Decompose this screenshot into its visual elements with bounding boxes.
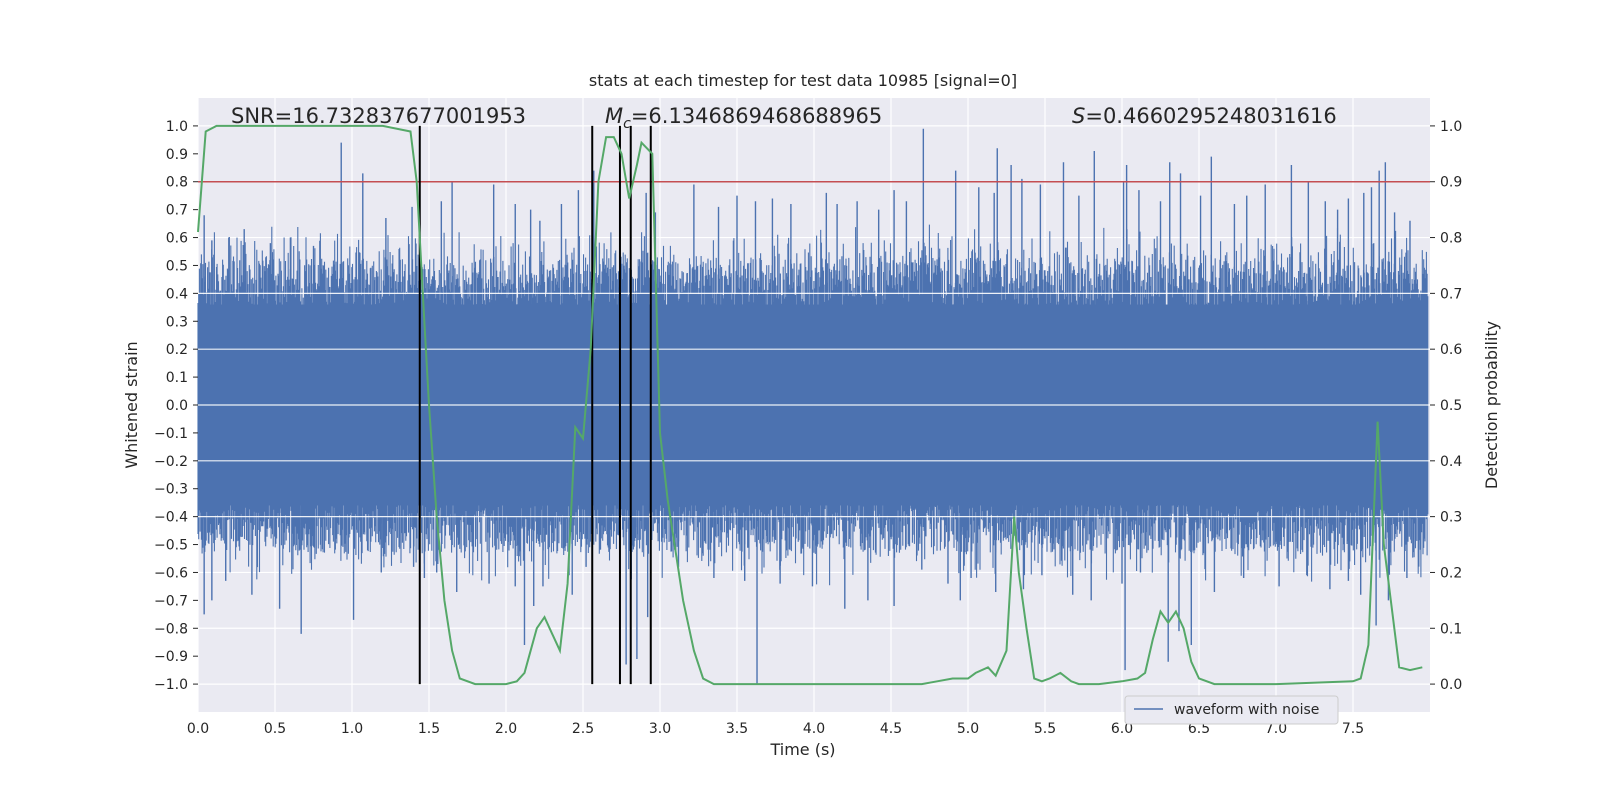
y2-tick-label: 0.2 (1440, 565, 1462, 581)
y-tick-label: −0.5 (154, 538, 188, 554)
y-tick-label: −0.3 (154, 482, 188, 498)
y2-axis-label: Detection probability (1482, 321, 1501, 489)
y2-tick-label: 0.1 (1440, 621, 1462, 637)
y-axis-label: Whitened strain (122, 341, 141, 468)
y2-tick-label: 0.6 (1440, 342, 1462, 358)
snr-annotation: SNR=16.732837677001953 (231, 104, 526, 128)
chart-title: stats at each timestep for test data 109… (589, 71, 1017, 90)
s-annotation: S=0.4660295248031616 (1072, 104, 1337, 128)
y2-tick-label: 0.3 (1440, 510, 1462, 526)
y-tick-label: 0.9 (166, 147, 188, 163)
x-tick-label: 6.5 (1188, 721, 1210, 737)
x-tick-label: 3.0 (649, 721, 671, 737)
y2-tick-label: 0.5 (1440, 398, 1462, 414)
legend: waveform with noise (1124, 695, 1339, 725)
x-tick-label: 4.0 (803, 721, 825, 737)
strain-waveform (197, 128, 1430, 685)
probability-series (197, 124, 1423, 686)
y-tick-label: 0.8 (166, 175, 188, 191)
y2-tick-label: 0.4 (1440, 454, 1462, 470)
y-tick-label: 0.1 (166, 370, 188, 386)
x-tick-label: 0.0 (187, 721, 209, 737)
y2-tick-label: 0.7 (1440, 286, 1462, 302)
probability-line (197, 124, 1423, 686)
x-tick-label: 7.5 (1342, 721, 1364, 737)
y-tick-label: 0.7 (166, 203, 188, 219)
y-tick-label: −0.1 (154, 426, 188, 442)
y2-axis-ticks: 1.0 0.9 0.8 0.7 0.6 0.5 0.4 0.3 0.2 0.1 0.0 (1430, 119, 1462, 693)
y-tick-label: 0.5 (166, 258, 188, 274)
x-tick-label: 2.5 (572, 721, 594, 737)
legend-entry: waveform with noise (1174, 702, 1319, 718)
s-symbol: S (1072, 104, 1085, 128)
x-tick-label: 3.5 (726, 721, 748, 737)
x-tick-label: 1.5 (418, 721, 440, 737)
x-axis-ticks: 0.0 0.5 1.0 1.5 2.0 2.5 3.0 3.5 4.0 4.5 5.0 5.5 6.0 6… (187, 721, 1364, 737)
y-tick-label: 0.3 (166, 314, 188, 330)
y-tick-label: −0.9 (154, 649, 188, 665)
s-value: =0.4660295248031616 (1085, 104, 1336, 128)
x-tick-label: 6.0 (1111, 721, 1133, 737)
y-tick-label: −0.6 (154, 565, 188, 581)
y2-tick-label: 0.9 (1440, 175, 1462, 191)
legend-box (1124, 695, 1339, 725)
y-tick-label: 0.2 (166, 342, 188, 358)
y-tick-label: 0.4 (166, 286, 188, 302)
chirp-mass-annotation: Mc=6.1346869468688965 (605, 104, 882, 132)
vertical-markers (418, 125, 652, 685)
y-axis-ticks: 1.0 0.9 0.8 0.7 0.6 0.5 0.4 0.3 0.2 0.1 0.0 −0.1 −0.… (154, 119, 198, 693)
y-tick-label: −0.7 (154, 593, 188, 609)
y2-tick-label: 0.8 (1440, 231, 1462, 247)
x-tick-label: 2.0 (495, 721, 517, 737)
chirp-mass-symbol: M (605, 104, 623, 128)
y-tick-label: 0.6 (166, 231, 188, 247)
y-tick-label: 0.0 (166, 398, 188, 414)
x-tick-label: 0.5 (264, 721, 286, 737)
y2-tick-label: 0.0 (1440, 677, 1462, 693)
y-tick-label: −0.4 (154, 510, 188, 526)
x-tick-label: 5.5 (1034, 721, 1056, 737)
y-tick-label: −1.0 (154, 677, 188, 693)
y-tick-label: 1.0 (166, 119, 188, 135)
x-tick-label: 4.5 (880, 721, 902, 737)
y2-tick-label: 1.0 (1440, 119, 1462, 135)
chirp-mass-value: =6.1346869468688965 (631, 104, 882, 128)
chirp-mass-subscript: c (623, 116, 631, 132)
x-tick-label: 5.0 (957, 721, 979, 737)
x-tick-label: 1.0 (341, 721, 363, 737)
y-tick-label: −0.8 (154, 621, 188, 637)
x-tick-label: 7.0 (1265, 721, 1287, 737)
y-tick-label: −0.2 (154, 454, 188, 470)
x-axis-label: Time (s) (769, 740, 835, 759)
